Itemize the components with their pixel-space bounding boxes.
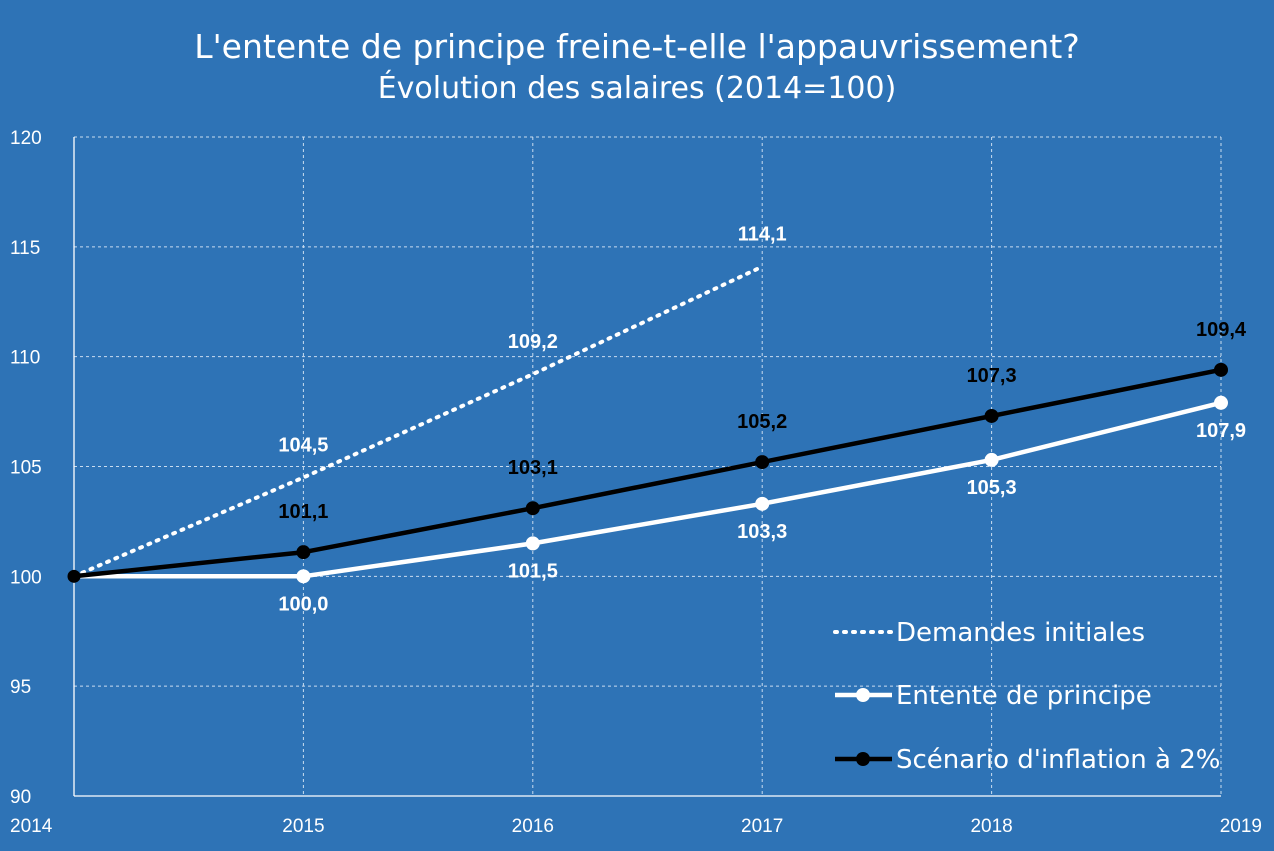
data-label: 105,2 (737, 411, 787, 433)
axes: 120 115 110 105 100 95 90 2014 2015 2016 2017 2018 2… (10, 128, 1262, 837)
data-label: 100,0 (278, 593, 328, 615)
data-point (755, 496, 770, 511)
data-label: 114,1 (738, 224, 787, 246)
y-tick-label: 95 (10, 677, 31, 698)
y-tick-label: 120 (10, 128, 42, 149)
series-line-entente-de-principe (74, 400, 1222, 579)
y-tick-label: 100 (10, 567, 42, 588)
legend-label: Demandes initiales (896, 618, 1145, 648)
y-tick-label: 110 (10, 348, 40, 369)
data-point (1214, 395, 1228, 410)
x-tick-label: 2016 (512, 816, 554, 837)
y-tick-label: 90 (10, 787, 31, 808)
data-labels: 104,5 109,2 114,1 100,0 101,5 103,3 105,3 107,9… (278, 224, 1247, 616)
data-point (296, 569, 311, 584)
data-point (984, 452, 999, 467)
data-label: 107,3 (967, 365, 1017, 387)
y-tick-label: 105 (10, 458, 42, 479)
x-tick-label: 2015 (282, 816, 324, 837)
data-label: 103,1 (508, 457, 558, 479)
data-label: 101,5 (508, 560, 558, 582)
x-tick-label: 2019 (1220, 816, 1262, 837)
data-label: 105,3 (967, 477, 1017, 499)
legend-swatch-marker (856, 688, 870, 702)
data-point (984, 408, 999, 423)
series-layer (67, 264, 1228, 584)
data-label: 107,9 (1196, 420, 1246, 442)
x-tick-label: 2014 (10, 816, 53, 837)
series-line-scenario-inflation (73, 367, 1222, 579)
x-tick-label: 2018 (970, 816, 1012, 837)
origin-point (67, 569, 81, 583)
data-label: 101,1 (278, 501, 328, 523)
legend-swatch-marker (856, 752, 870, 766)
data-point (296, 545, 311, 560)
chart-subtitle: Évolution des salaires (2014=100) (378, 70, 897, 106)
data-label: 104,5 (278, 434, 328, 456)
data-label: 109,2 (508, 331, 558, 353)
legend: Demandes initiales Entente de principe Scé… (833, 618, 1220, 775)
series-line-demandes-initiales (72, 264, 765, 579)
data-point (755, 455, 770, 470)
data-label: 109,4 (1196, 319, 1247, 341)
data-point (525, 501, 540, 516)
chart-title: L'entente de principe freine-t-elle l'ap… (194, 27, 1080, 66)
data-label: 103,3 (737, 521, 787, 543)
data-point (1214, 362, 1228, 377)
y-tick-label: 115 (10, 238, 40, 259)
legend-label: Scénario d'inflation à 2% (896, 745, 1220, 775)
data-point (525, 536, 540, 551)
x-tick-label: 2017 (741, 816, 783, 837)
legend-label: Entente de principe (896, 681, 1152, 711)
